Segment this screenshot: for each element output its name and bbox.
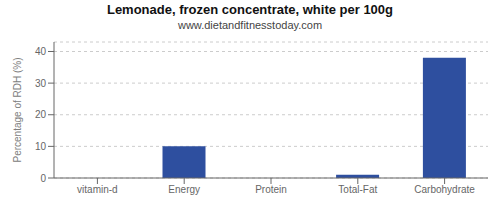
html-text:Lemonade, frozen concentrate,: Lemonade, frozen concentrate, white per … [107, 2, 393, 17]
svg-text:10: 10 [35, 141, 47, 152]
svg-text:Protein: Protein [255, 184, 287, 195]
html-text:www.dietandfitnesstoday.com: www.dietandfitnesstoday.com [178, 19, 322, 31]
svg-text:Carbohydrate: Carbohydrate [414, 184, 475, 195]
svg-text:30: 30 [35, 78, 47, 89]
svg-text:Energy: Energy [168, 184, 200, 195]
svg-text:40: 40 [35, 46, 47, 57]
svg-text:vitamin-d: vitamin-d [77, 184, 118, 195]
svg-text:Total-Fat: Total-Fat [338, 184, 377, 195]
svg-text:Percentage of RDH (%): Percentage of RDH (%) [12, 57, 23, 162]
svg-text:0: 0 [40, 173, 46, 184]
svg-text:20: 20 [35, 109, 47, 120]
